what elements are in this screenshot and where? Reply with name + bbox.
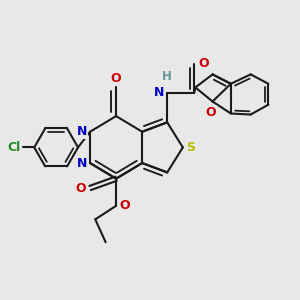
Text: O: O	[111, 72, 122, 85]
Text: N: N	[77, 125, 87, 138]
Text: S: S	[187, 141, 196, 154]
Text: O: O	[120, 199, 130, 212]
Text: H: H	[162, 70, 172, 83]
Text: O: O	[76, 182, 86, 195]
Text: O: O	[206, 106, 216, 119]
Text: O: O	[199, 58, 209, 70]
Text: Cl: Cl	[8, 141, 21, 154]
Text: N: N	[154, 86, 165, 99]
Text: N: N	[77, 157, 87, 169]
